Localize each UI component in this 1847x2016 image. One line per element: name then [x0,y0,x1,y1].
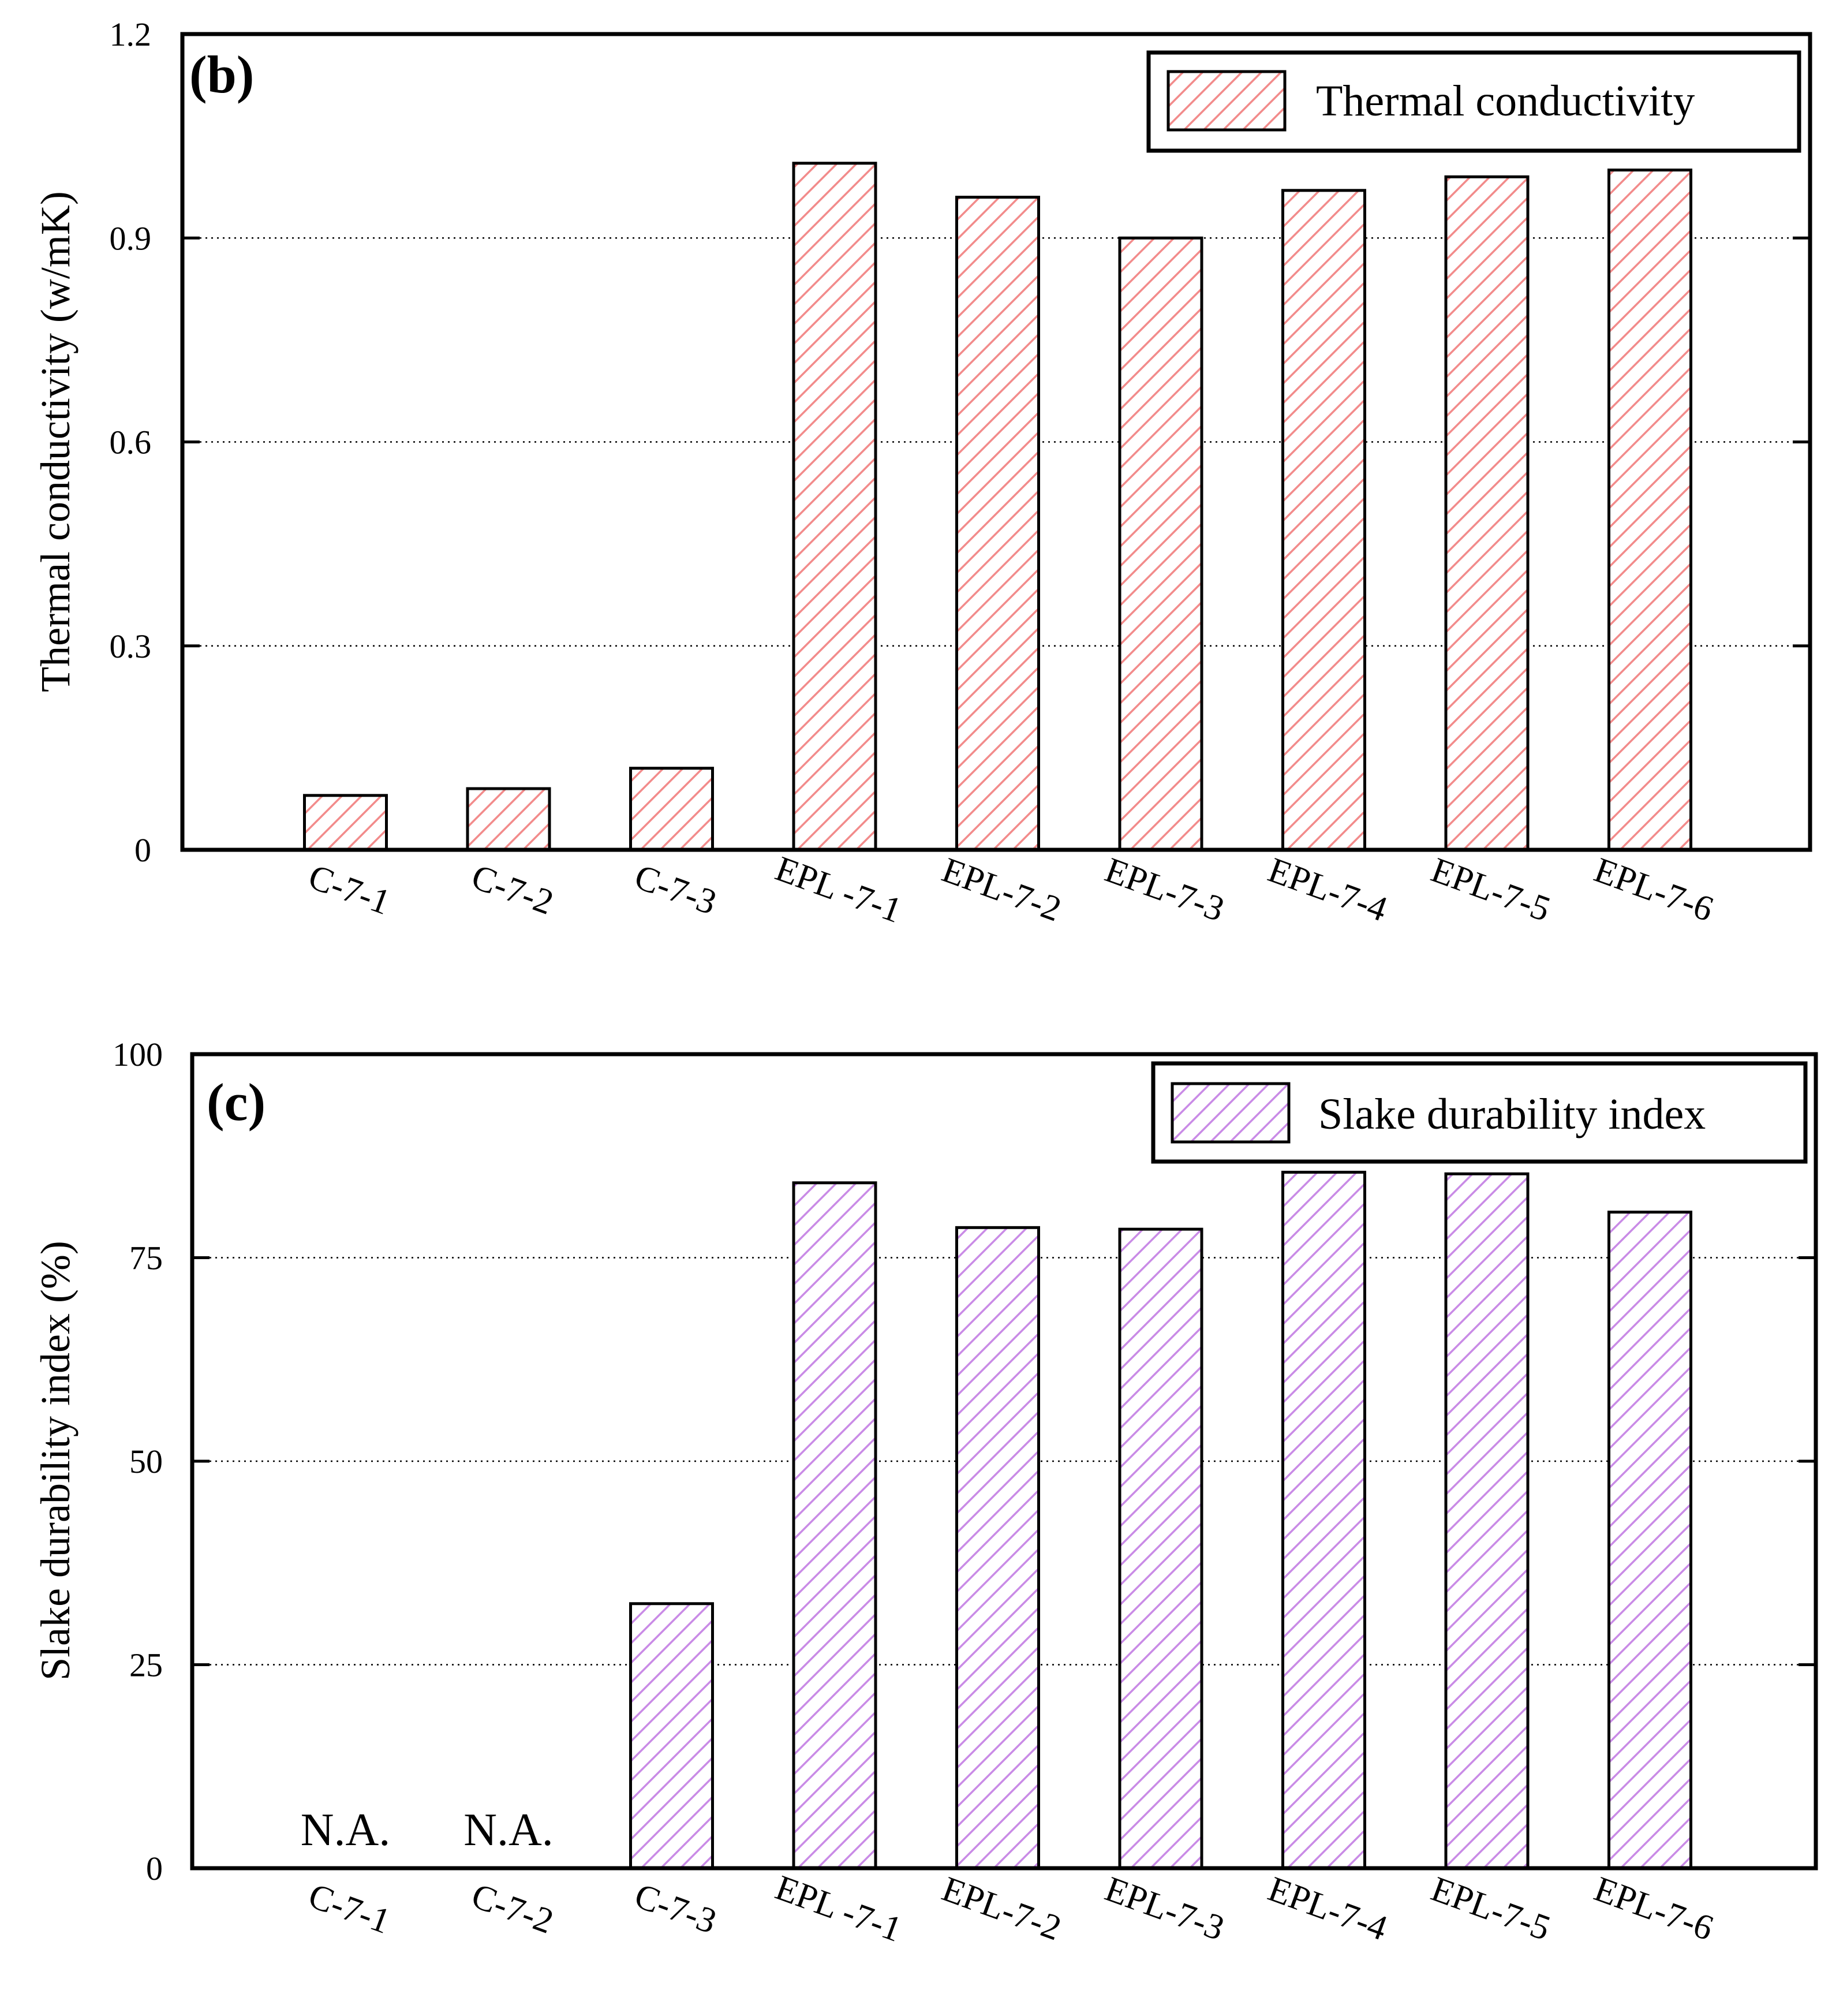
y-tick-labels: 0 0.3 0.6 0.9 1.2 [110,16,152,869]
bar [955,196,1040,852]
na-annotation: N.A. [301,1805,391,1856]
x-tick-label: EPL-7-3 [1100,1869,1229,1948]
y-tick-label: 1.2 [110,16,152,53]
y-axis-title: Thermal conductivity (w/mK) [32,191,78,692]
y-tick-label: 0.9 [110,219,152,257]
chart-panel-c: (c) 0 25 50 75 100 C-7-1 C-7-2 C-7-3 EPL -7-1 EP… [32,1036,1818,1950]
x-tick-label: EPL-7-6 [1589,1869,1718,1948]
x-tick-label: C-7-1 [304,857,395,923]
x-tick-labels: C-7-1 C-7-2 C-7-3 EPL -7-1 EPL-7-2 EPL-7-3 EPL… [304,849,1719,930]
x-tick-label: C-7-3 [630,1876,721,1942]
bars [303,162,1692,852]
annotations: N.A. N.A. [301,1805,554,1856]
na-annotation: N.A. [463,1805,554,1856]
x-tick-label: EPL-7-2 [937,1869,1066,1948]
panel-label: (c) [207,1073,266,1132]
bar [1281,1170,1366,1870]
x-tick-label: EPL-7-3 [1100,850,1229,929]
bar [1281,189,1366,852]
y-tick-label: 75 [129,1240,163,1277]
x-tick-label: C-7-2 [466,857,558,923]
x-tick-label: EPL -7-1 [771,1868,907,1949]
x-tick-label: EPL-7-2 [937,850,1066,929]
bar [303,794,388,852]
y-tick-label: 25 [129,1647,163,1684]
plot-frame [190,1052,1818,1871]
x-tick-label: EPL-7-4 [1263,850,1392,929]
x-tick-label: C-7-1 [304,1876,395,1942]
bar [1444,175,1530,852]
bars [629,1170,1692,1870]
x-tick-label: EPL -7-1 [771,849,907,930]
bar [1607,1211,1692,1870]
y-tick-label: 0 [134,831,151,869]
panel-label: (b) [189,45,254,104]
bar [1607,169,1692,852]
bar [1118,1227,1203,1870]
bar [466,787,551,852]
bar [1118,236,1203,852]
legend: Thermal conductivity [1146,50,1801,153]
y-tick-label: 100 [113,1036,163,1073]
y-tick-label: 0.3 [110,628,152,665]
bar [792,162,877,852]
chart-panel-b: (b) 0 0.3 0.6 0.9 1.2 C-7-1 C-7-2 C-7-3 EPL -7-… [32,16,1812,931]
legend-entry-label: Slake durability index [1318,1090,1706,1138]
y-tick-labels: 0 25 50 75 100 [113,1036,163,1887]
x-tick-labels: C-7-1 C-7-2 C-7-3 EPL -7-1 EPL-7-2 EPL-7-3 EPL… [304,1868,1719,1949]
x-tick-label: EPL-7-5 [1426,1869,1556,1948]
x-tick-label: C-7-2 [466,1876,558,1942]
legend-swatch [1171,1082,1291,1144]
legend-entry-label: Thermal conductivity [1316,77,1695,125]
bar [629,767,714,852]
y-axis-title: Slake durability index (%) [32,1241,78,1681]
plot-frame [180,32,1812,852]
y-tick-label: 50 [129,1443,163,1480]
legend-swatch [1166,70,1287,132]
x-tick-label: C-7-3 [630,857,721,923]
y-tick-label: 0 [146,1850,163,1887]
y-tick-label: 0.6 [110,424,152,461]
bar [1444,1172,1530,1870]
bar [629,1602,714,1870]
bar [792,1181,877,1870]
x-tick-label: EPL-7-6 [1589,850,1718,929]
x-tick-label: EPL-7-4 [1263,1869,1392,1948]
x-tick-label: EPL-7-5 [1426,850,1556,929]
bar [955,1226,1040,1870]
legend: Slake durability index [1151,1061,1808,1164]
